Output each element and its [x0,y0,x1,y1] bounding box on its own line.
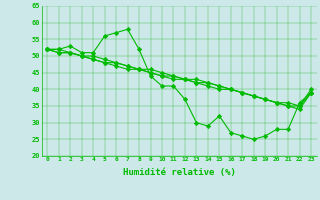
X-axis label: Humidité relative (%): Humidité relative (%) [123,168,236,177]
